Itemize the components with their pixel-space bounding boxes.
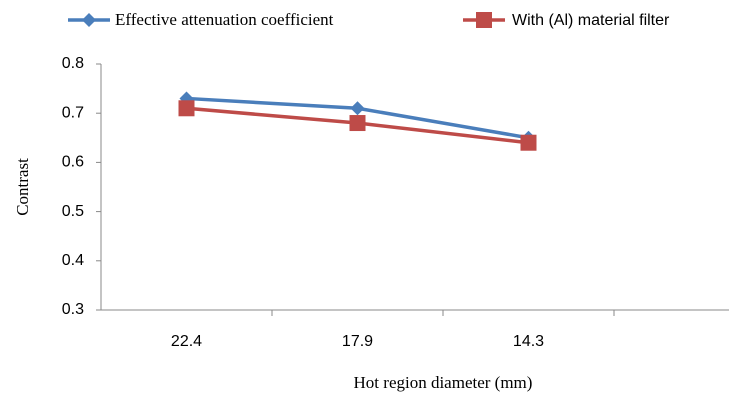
y-tick-label: 0.5	[62, 203, 84, 220]
x-tick-label: 22.4	[171, 333, 202, 350]
marker	[476, 12, 492, 28]
y-tick-label: 0.3	[62, 301, 84, 318]
marker	[82, 13, 96, 27]
y-tick-label: 0.7	[62, 104, 84, 121]
legend-label: With (Al) material filter	[512, 12, 670, 29]
x-axis-title: Hot region diameter (mm)	[354, 373, 533, 392]
y-tick-label: 0.6	[62, 154, 84, 171]
y-tick-label: 0.4	[62, 252, 84, 269]
legend-label: Effective attenuation coefficient	[115, 10, 334, 29]
x-tick-label: 14.3	[513, 333, 544, 350]
y-tick-label: 0.8	[62, 55, 84, 72]
marker	[350, 101, 365, 116]
x-tick-label: 17.9	[342, 333, 373, 350]
marker	[178, 100, 195, 117]
marker	[520, 134, 537, 151]
y-axis-title: Contrast	[13, 158, 32, 216]
marker	[349, 115, 366, 132]
